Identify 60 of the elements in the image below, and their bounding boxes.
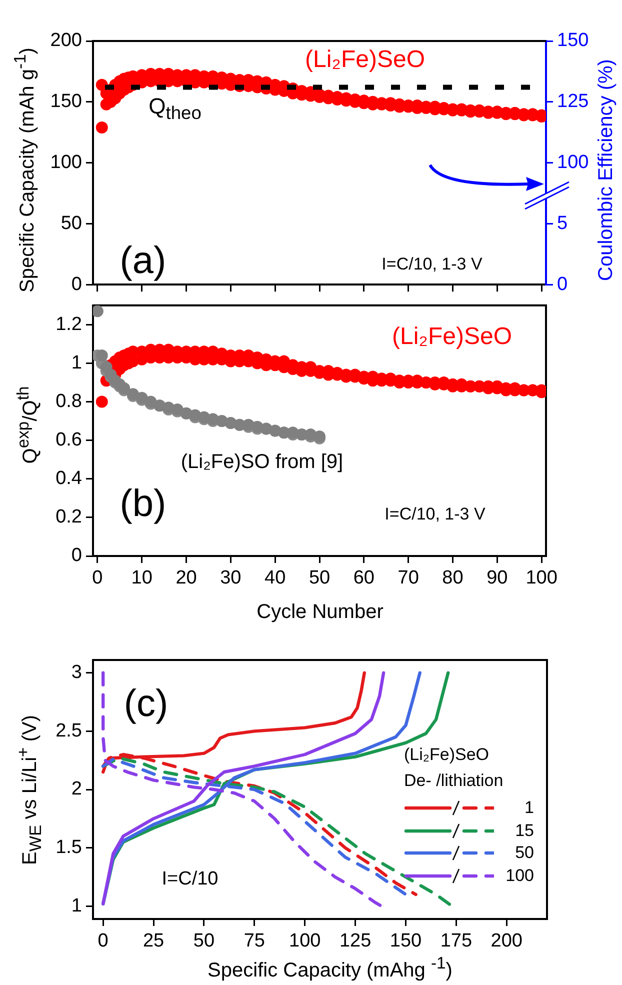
y-tick-label: 3 [71, 662, 82, 684]
y-tick-label: 0.8 [56, 391, 82, 412]
x-tick-label: 0 [98, 930, 108, 952]
x-tick-label: 50 [308, 568, 330, 589]
y-tick-label: 1.5 [56, 837, 82, 858]
y-tick-label: 2 [71, 778, 82, 800]
x-tick-label: 90 [486, 568, 508, 589]
legend-label: 50 [514, 843, 534, 864]
legend-label: 1 [524, 798, 534, 818]
series-label: (Li₂Fe)SeO [392, 322, 512, 350]
x-tick-label: 10 [131, 568, 152, 589]
y-tick-label: 2.5 [56, 720, 82, 742]
x-tick-label: 125 [339, 930, 372, 952]
annotation: I=C/10, 1-3 V [382, 254, 482, 274]
series-label: (Li₂Fe)SO from [9] [180, 451, 344, 473]
x-axis-title: Specific Capacity (mAhg $^{-1}$) [208, 954, 452, 982]
x-tick-label: 150 [390, 930, 422, 952]
y-tick-label: 0.6 [56, 430, 82, 451]
annotation: I=C/10, 1-3 V [384, 504, 486, 524]
x-tick-label: 20 [176, 568, 197, 589]
y-tick-label: 200 [50, 30, 82, 52]
annotation: (c) [124, 683, 168, 726]
y3-tick-label: 5 [557, 212, 568, 234]
x-tick-label: 75 [244, 930, 265, 952]
y-tick-label: 1 [71, 895, 82, 916]
legend-label: 15 [514, 820, 534, 841]
y2-axis-title: Coulombic Efficiency (%) [595, 59, 617, 281]
legend-label: 100 [504, 866, 534, 886]
y3-tick-label: 0 [557, 274, 568, 295]
y2-tick-label: 125 [557, 91, 589, 112]
y-tick-label: 0 [71, 274, 82, 295]
y-tick-label: 50 [60, 212, 82, 234]
x-tick-label: 200 [490, 930, 522, 952]
y-tick-label: 0.4 [56, 468, 82, 490]
ref-line-label: Q$_{theo}$ [148, 94, 202, 124]
x-tick-label: 50 [193, 930, 215, 952]
y-tick-label: 0.2 [56, 506, 82, 528]
annotation: (b) [120, 483, 166, 526]
x-tick-label: 70 [398, 568, 419, 589]
annotation: (a) [120, 240, 166, 283]
x-tick-label: 80 [442, 568, 464, 589]
x-axis-title: Cycle Number [256, 601, 384, 623]
y-tick-label: 150 [50, 91, 82, 112]
legend-title: (Li₂Fe)SeO De- /lithiation [404, 744, 504, 792]
x-tick-label: 30 [220, 568, 242, 589]
x-tick-label: 100 [526, 568, 558, 589]
y-tick-label: 1 [71, 352, 82, 374]
x-tick-label: 100 [289, 930, 321, 952]
y-tick-label: 1.2 [56, 314, 82, 335]
x-tick-label: 175 [440, 930, 472, 952]
x-tick-label: 60 [353, 568, 374, 589]
x-tick-label: 40 [264, 568, 286, 589]
y-tick-label: 100 [50, 152, 82, 174]
x-tick-label: 25 [142, 930, 164, 952]
x-tick-label: 0 [92, 568, 103, 589]
series-label: (Li₂Fe)SeO [304, 46, 426, 74]
y-tick-label: 0 [71, 545, 82, 566]
y2-tick-label: 100 [557, 152, 589, 174]
y2-tick-label: 150 [557, 30, 589, 52]
annotation: I=C/10 [162, 868, 218, 890]
